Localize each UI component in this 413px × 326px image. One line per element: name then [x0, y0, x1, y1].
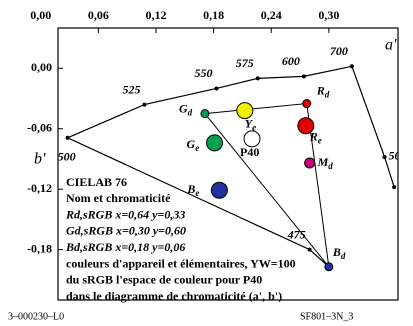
y-tick-label: 0,00 [31, 60, 52, 74]
point-sub: e [195, 188, 199, 198]
spectral-locus-label: 525 [122, 82, 140, 96]
color-point [243, 130, 261, 148]
spectral-locus-label: 550 [194, 66, 212, 80]
point-name: P40 [240, 145, 259, 159]
point-label: Rd [316, 83, 330, 99]
point-label: Re [309, 129, 322, 145]
triangle [203, 103, 330, 269]
y-tick-label: -0,12 [27, 181, 52, 195]
note-line: Nom et chromaticité [66, 191, 171, 205]
spectral-locus-dot [214, 86, 219, 91]
footer-right: SF801–3N_3 [300, 311, 353, 322]
x-tick-label: 0,30 [318, 8, 339, 22]
spectral-locus-label: 700 [330, 44, 348, 58]
x-tick-label: 0,24 [261, 8, 282, 22]
x-tick-label: 0,18 [203, 8, 224, 22]
point-sub: e [195, 143, 199, 153]
spectral-locus-dot [255, 76, 260, 81]
point-label: Be [186, 182, 199, 198]
color-point [297, 117, 315, 135]
spectral-locus [66, 65, 353, 268]
spectral-locus-label: 600 [282, 54, 300, 68]
spectral-locus-label: 475 [287, 227, 306, 241]
point-name: M [317, 155, 329, 169]
x-tick-label: 0,12 [145, 8, 166, 22]
spectral-locus-label: 500 [58, 150, 76, 164]
spectral-locus-dot [142, 102, 147, 107]
purple-line-dot [382, 154, 387, 159]
spectral-locus-label: 575 [236, 56, 254, 70]
point-label: Ye [245, 116, 256, 132]
point-sub: e [252, 123, 256, 133]
point-name: G [187, 137, 196, 151]
spectral-locus-dot [65, 135, 70, 140]
point-label: Md [317, 155, 334, 171]
note-line: Rd,sRGB x=0,64 y=0,33 [65, 207, 185, 221]
note-line: Gd,sRGB x=0,30 y=0,60 [66, 224, 186, 238]
purple-line-label: 500c,E [389, 149, 413, 163]
color-point [200, 109, 210, 119]
spectral-locus-dot [307, 247, 312, 252]
purple-line-dot [392, 185, 397, 190]
note-line: couleurs d'appareil et élémentaires, YW=… [66, 256, 296, 270]
note-line: dans le diagramme de chromaticité (a', b… [66, 289, 282, 303]
color-point [236, 102, 254, 120]
point-label: P40 [240, 145, 259, 159]
spectral-locus-dot [301, 74, 306, 79]
point-sub: d [188, 108, 193, 118]
point-name: G [179, 101, 188, 115]
point-name: R [316, 83, 325, 97]
note-line: du sRGB l'espace de couleur pour P40 [66, 273, 262, 287]
plot-frame [57, 27, 399, 301]
point-sub: d [328, 161, 333, 171]
point-name: R [309, 129, 318, 143]
plot-area: 700600575550525500475500c,E525c,E [58, 44, 413, 269]
note-line: Bd,sRGB x=0,18 y=0,06 [65, 240, 185, 254]
y-axis-label: b' [34, 151, 46, 168]
point-sub: d [325, 90, 330, 100]
footer-left: 3–000230–L0 [8, 311, 64, 322]
point-sub: d [341, 251, 346, 261]
point-label: Gd [179, 101, 193, 117]
point-sub: e [318, 136, 322, 146]
x-tick-label: 0,06 [88, 8, 109, 22]
note-line: CIELAB 76 [66, 175, 127, 189]
y-tick-label: -0,06 [27, 120, 52, 134]
point-name: B [186, 182, 195, 196]
point-label: Ge [187, 137, 200, 153]
point-name: B [332, 245, 341, 259]
y-tick-label: -0,18 [27, 241, 52, 255]
x-tick-label: 0,00 [30, 8, 51, 22]
color-point [206, 134, 224, 152]
color-point [304, 157, 316, 169]
color-point [324, 262, 334, 272]
x-axis-label: a' [385, 37, 397, 54]
point-label: Bd [332, 245, 346, 261]
point-name: Y [245, 116, 254, 130]
color-point [210, 181, 228, 199]
color-point [302, 99, 312, 109]
